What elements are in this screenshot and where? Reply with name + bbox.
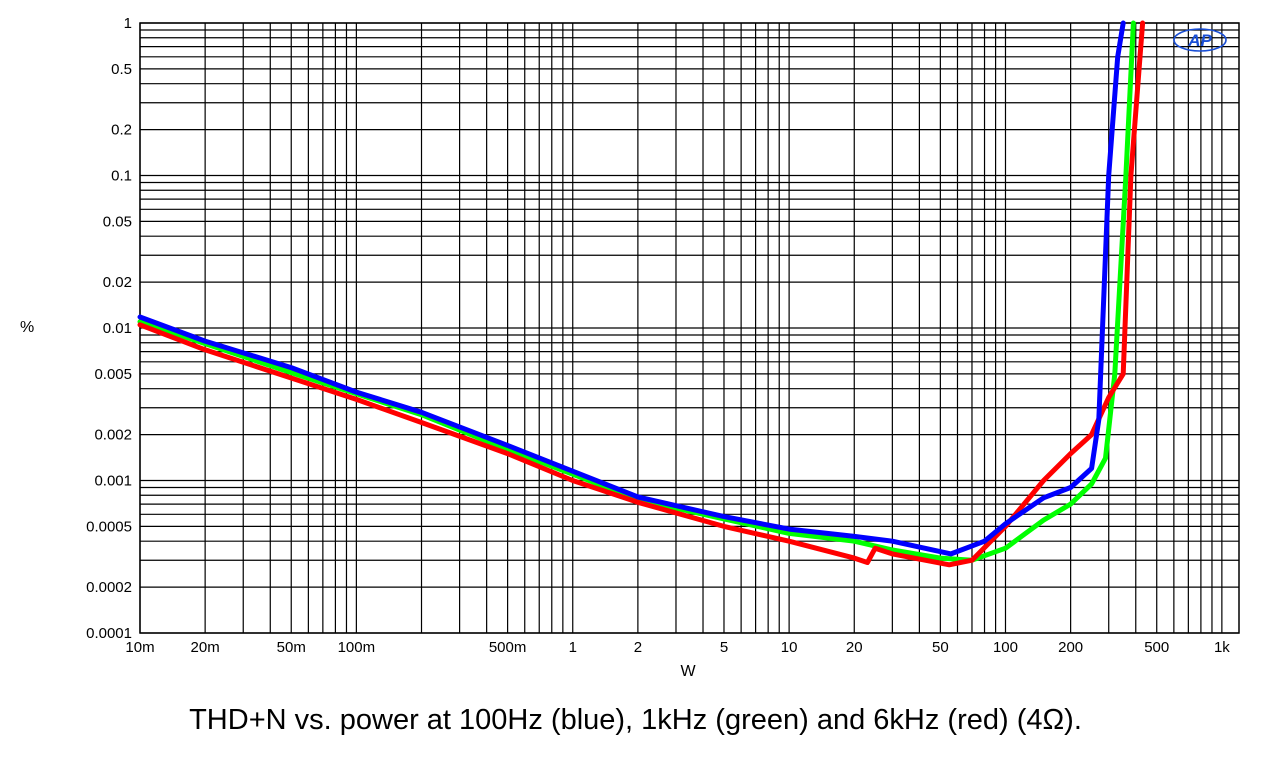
y-tick-label: 0.02 <box>103 274 132 291</box>
svg-text:AP: AP <box>1187 31 1212 50</box>
thd-chart: 10m 20m 50m 100m 500m 1 2 5 10 20 50 100 200 500 1k 10… <box>20 15 1240 680</box>
x-tick-label: 50m <box>277 639 306 656</box>
y-tick-label: 0.01 <box>103 320 132 337</box>
x-tick-label: 10 <box>781 639 798 656</box>
y-tick-label: 0.0001 <box>86 625 132 642</box>
y-tick-label: 0.1 <box>111 168 132 185</box>
series-lines <box>137 20 1146 568</box>
x-tick-label: 2 <box>634 639 642 656</box>
y-tick-label: 0.5 <box>111 61 132 78</box>
x-tick-label: 5 <box>720 639 728 656</box>
x-tick-label: 200 <box>1058 639 1083 656</box>
x-tick-label: 1 <box>569 639 577 656</box>
ap-logo: AP <box>1173 28 1227 52</box>
y-tick-label: 0.002 <box>94 427 132 444</box>
x-tick-labels: 10m 20m 50m 100m 500m 1 2 5 10 20 50 100 200 500 1k <box>125 639 1230 656</box>
y-tick-label: 0.2 <box>111 122 132 139</box>
y-tick-label: 0.0005 <box>86 518 132 535</box>
y-tick-label: 0.005 <box>94 366 132 383</box>
y-tick-label: 1 <box>124 15 132 32</box>
y-tick-label: 0.001 <box>94 473 132 490</box>
x-axis-label: W <box>680 663 696 680</box>
y-axis-label: % <box>20 319 34 336</box>
x-tick-label: 500 <box>1144 639 1169 656</box>
figure-caption: THD+N vs. power at 100Hz (blue), 1kHz (g… <box>189 704 1082 736</box>
x-tick-label: 100 <box>993 639 1018 656</box>
x-tick-label: 20m <box>191 639 220 656</box>
x-tick-label: 1k <box>1214 639 1230 656</box>
y-tick-label: 0.0002 <box>86 579 132 596</box>
x-tick-label: 500m <box>489 639 527 656</box>
y-tick-label: 0.05 <box>103 213 132 230</box>
x-tick-label: 20 <box>846 639 863 656</box>
x-tick-label: 50 <box>932 639 949 656</box>
y-tick-labels: 1 0.5 0.2 0.1 0.05 0.02 0.01 0.005 0.002 0.001 0.0… <box>86 15 132 642</box>
horizontal-gridlines <box>140 22 1239 634</box>
x-tick-label: 10m <box>125 639 154 656</box>
series-line <box>137 20 1146 568</box>
x-tick-label: 100m <box>338 639 376 656</box>
series-line <box>137 20 1126 557</box>
